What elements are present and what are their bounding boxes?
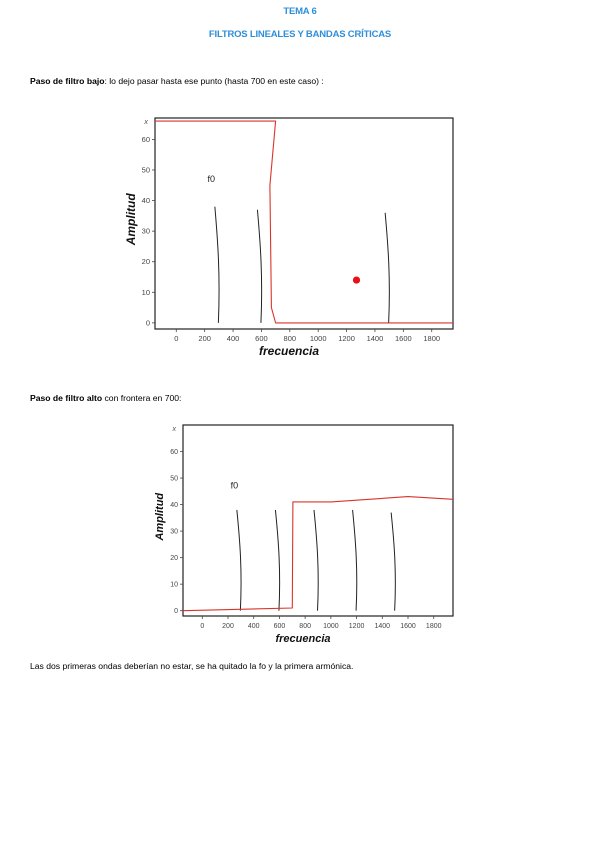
x-tick-label: 1000 (323, 623, 339, 630)
low-pass-description: : lo dejo pasar hasta ese punto (hasta 7… (104, 76, 324, 86)
y-tick-label: 10 (170, 582, 178, 589)
x-tick-label: 0 (174, 334, 178, 343)
plot-frame (154, 117, 454, 330)
y-tick-label: 30 (170, 529, 178, 536)
f0-annotation: f0 (231, 481, 239, 491)
y-tick-label: 30 (142, 227, 150, 236)
filter-response-line (182, 496, 454, 612)
filter-response-line (155, 120, 453, 324)
x-tick-label: 1600 (400, 623, 416, 630)
x-tick-label: 400 (248, 623, 260, 630)
harmonic-line (390, 512, 396, 611)
x-tick-label: 1200 (349, 623, 365, 630)
x-tick-label: 1200 (338, 334, 355, 343)
y-axis-label: Amplitud (124, 193, 138, 247)
harmonic-line (384, 212, 390, 323)
y-axis-label: Amplitud (154, 493, 166, 542)
y-tick-label: 0 (146, 318, 150, 327)
y-tick-label: 50 (170, 476, 178, 483)
harmonic-line (313, 509, 319, 611)
high-pass-chart: 0 10 20 30 40 50 60 x 0 200 400 600 800 1000 1200 1400 1… (154, 424, 454, 645)
high-pass-description: con frontera en 700: (102, 393, 182, 403)
harmonic-line (256, 209, 263, 323)
harmonic-line (214, 206, 220, 323)
y-axis-top-label: x (172, 426, 177, 433)
harmonic-line (236, 509, 242, 611)
x-tick-label: 1400 (374, 623, 390, 630)
f0-annotation: f0 (208, 174, 216, 184)
y-tick-label: 50 (142, 165, 150, 174)
y-tick-label: 60 (142, 135, 150, 144)
x-axis-label: frecuencia (275, 633, 330, 645)
y-tick-label: 40 (142, 196, 150, 205)
x-tick-label: 1800 (423, 334, 440, 343)
x-tick-label: 800 (299, 623, 311, 630)
x-axis-label: frecuencia (259, 344, 319, 358)
y-tick-label: 0 (174, 608, 178, 615)
x-tick-label: 400 (227, 334, 240, 343)
page-subtitle: FILTROS LINEALES Y BANDAS CRÍTICAS (208, 29, 392, 40)
y-tick-label: 10 (142, 288, 150, 297)
x-tick-label: 800 (284, 334, 297, 343)
high-pass-heading: Paso de filtro alto (30, 393, 103, 403)
x-tick-label: 1000 (310, 334, 327, 343)
harmonic-line (352, 509, 358, 611)
high-pass-paragraph: Paso de filtro alto con frontera en 700: (30, 393, 181, 403)
x-tick-label: 1600 (395, 334, 412, 343)
x-tick-label: 600 (274, 623, 286, 630)
x-tick-label: 600 (255, 334, 268, 343)
harmonic-line (274, 509, 281, 611)
low-pass-paragraph: Paso de filtro bajo: lo dejo pasar hasta… (30, 76, 324, 86)
y-tick-label: 40 (170, 502, 178, 509)
x-tick-label: 0 (200, 623, 204, 630)
red-dot-marker (352, 276, 361, 284)
y-tick-label: 20 (142, 257, 150, 266)
y-axis-top-label: x (143, 117, 148, 126)
y-tick-label: 20 (170, 555, 178, 562)
low-pass-heading: Paso de filtro bajo (30, 76, 105, 86)
x-tick-label: 1800 (426, 623, 442, 630)
low-pass-chart: 0 10 20 30 40 50 60 x 0 200 400 600 800 1000 1200 1400 1… (124, 117, 454, 358)
x-tick-label: 1400 (367, 334, 384, 343)
conclusion-paragraph: Las dos primeras ondas deberían no estar… (30, 661, 354, 671)
page-title: TEMA 6 (283, 6, 317, 17)
x-tick-label: 200 (198, 334, 211, 343)
y-tick-label: 60 (170, 449, 178, 456)
x-tick-label: 200 (222, 623, 234, 630)
